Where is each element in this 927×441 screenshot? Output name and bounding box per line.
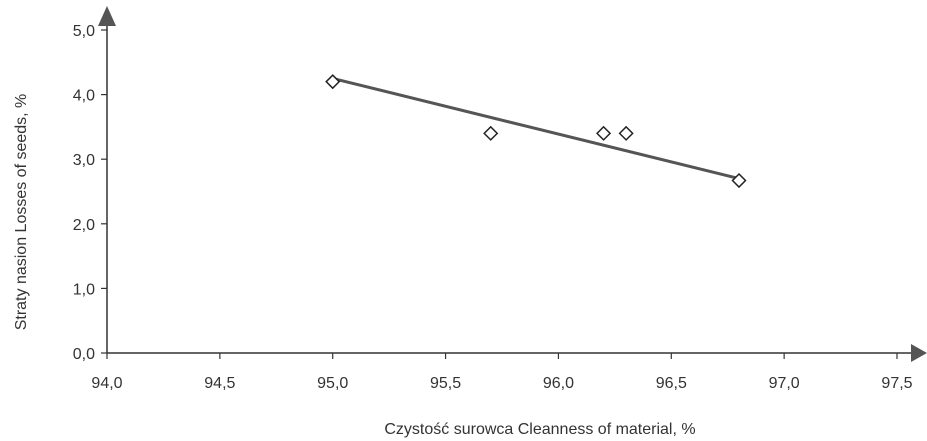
y-axis-title: Straty nasion Losses of seeds, % — [13, 94, 30, 331]
data-point — [618, 125, 634, 141]
data-points — [325, 74, 747, 189]
x-tick-label: 95,0 — [317, 375, 348, 392]
data-point — [483, 125, 499, 141]
trendline — [331, 76, 741, 181]
x-tick-label: 97,0 — [769, 375, 800, 392]
y-ticks: 0,0 1,0 2,0 3,0 4,0 5,0 — [73, 23, 107, 363]
y-tick-label: 1,0 — [73, 281, 95, 298]
x-ticks: 94,0 94,5 95,0 95,5 96,0 96,5 97,0 97,5 — [91, 353, 913, 392]
axes — [98, 6, 927, 362]
y-tick-label: 5,0 — [73, 23, 95, 40]
x-axis-arrow-icon — [911, 344, 927, 362]
y-tick-label: 3,0 — [73, 152, 95, 169]
x-tick-label: 94,0 — [91, 375, 122, 392]
x-tick-label: 97,5 — [881, 375, 912, 392]
y-tick-label: 2,0 — [73, 217, 95, 234]
x-tick-label: 94,5 — [204, 375, 235, 392]
x-tick-label: 95,5 — [430, 375, 461, 392]
data-point — [596, 125, 612, 141]
data-point — [325, 74, 341, 90]
data-point — [731, 172, 747, 189]
x-tick-label: 96,0 — [543, 375, 574, 392]
y-tick-label: 4,0 — [73, 88, 95, 105]
y-axis-arrow-icon — [98, 6, 116, 26]
trendline-group — [331, 76, 741, 181]
x-tick-label: 96,5 — [656, 375, 687, 392]
x-axis-title: Czystość surowca Cleanness of material, … — [384, 421, 695, 438]
y-tick-label: 0,0 — [73, 346, 95, 363]
